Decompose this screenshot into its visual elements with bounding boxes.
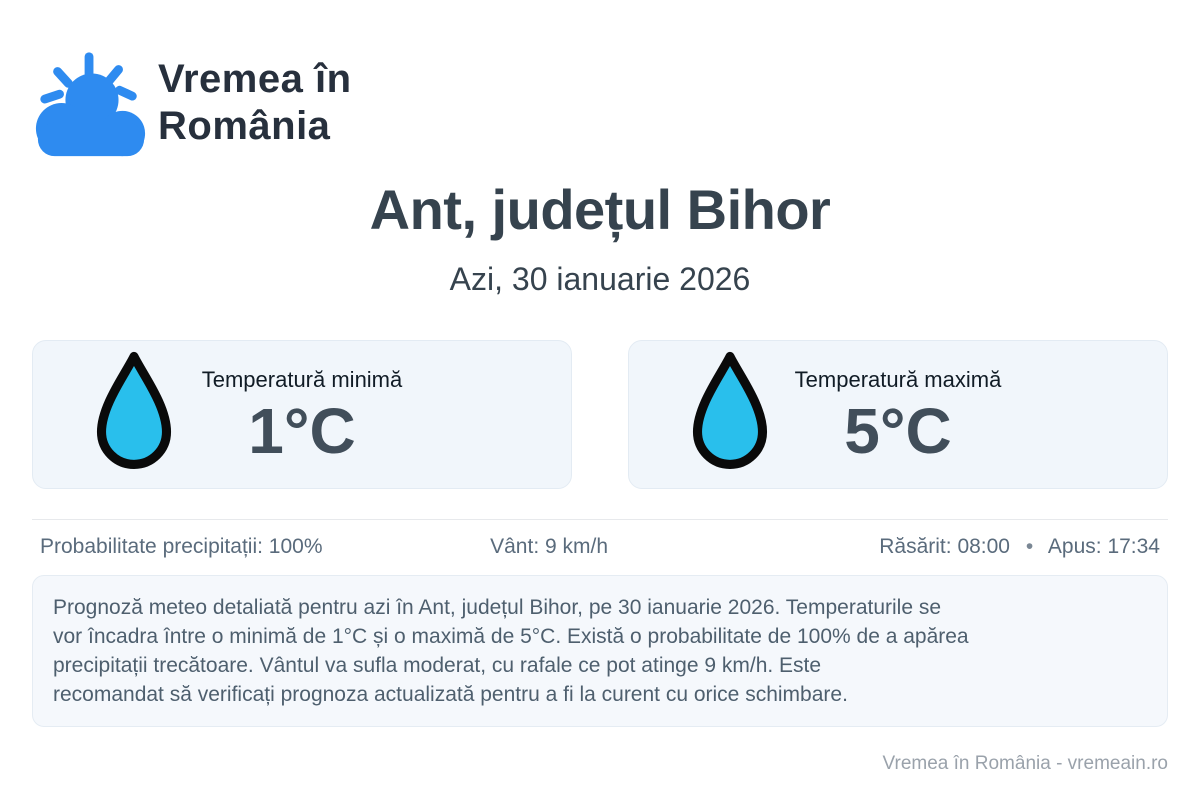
water-drop-icon	[691, 350, 769, 480]
footer-credit: Vremea în România - vremeain.ro	[882, 753, 1168, 774]
water-drop-icon	[95, 350, 173, 480]
forecast-text-line: vor încadra între o minimă de 1°C și o m…	[53, 625, 969, 648]
brand-header: Vremea în România	[32, 44, 1168, 162]
stats-row: Probabilitate precipitații: 100% Vânt: 9…	[32, 520, 1168, 575]
sunrise-value: 08:00	[957, 535, 1010, 558]
brand-name-line2: România	[158, 104, 331, 148]
forecast-summary: Prognoză meteo detaliată pentru azi în A…	[32, 575, 1168, 727]
precipitation-value: 100%	[268, 535, 323, 558]
forecast-text-line: recomandat să verificați prognoza actual…	[53, 683, 848, 706]
min-temperature-label: Temperatură minimă	[201, 366, 403, 392]
temperature-cards: Temperatură minimă 1°C Temperatură maxim…	[32, 340, 1168, 489]
brand-name: Vremea în România	[158, 56, 352, 150]
location-title: Ant, județul Bihor	[369, 178, 831, 241]
wind-value: 9 km/h	[545, 535, 609, 558]
sunrise-label: Răsărit:	[879, 535, 952, 558]
wind-label: Vânt:	[490, 535, 540, 558]
brand-name-line1: Vremea în	[158, 57, 352, 101]
sun-times-stat: Răsărit: 08:00 • Apus: 17:34	[719, 535, 1160, 559]
sunset-label: Apus:	[1047, 535, 1102, 558]
forecast-text-line: Prognoză meteo detaliată pentru azi în A…	[53, 596, 942, 619]
sun-cloud-logo-icon	[32, 44, 150, 162]
divider	[32, 519, 1168, 520]
min-temperature-value: 1°C	[248, 394, 356, 467]
max-temperature-value: 5°C	[844, 394, 952, 467]
forecast-text-line: precipitații trecătoare. Vântul va sufla…	[53, 654, 822, 677]
date-subtitle: Azi, 30 ianuarie 2026	[449, 261, 751, 297]
precipitation-label: Probabilitate precipitații:	[40, 535, 263, 558]
precipitation-stat: Probabilitate precipitații: 100%	[40, 535, 379, 559]
wind-stat: Vânt: 9 km/h	[379, 535, 718, 559]
max-temperature-label: Temperatură maximă	[794, 366, 1002, 392]
sunset-value: 17:34	[1107, 535, 1160, 558]
max-temperature-card: Temperatură maximă 5°C	[628, 340, 1168, 489]
bullet-separator: •	[1025, 535, 1034, 558]
min-temperature-card: Temperatură minimă 1°C	[32, 340, 572, 489]
